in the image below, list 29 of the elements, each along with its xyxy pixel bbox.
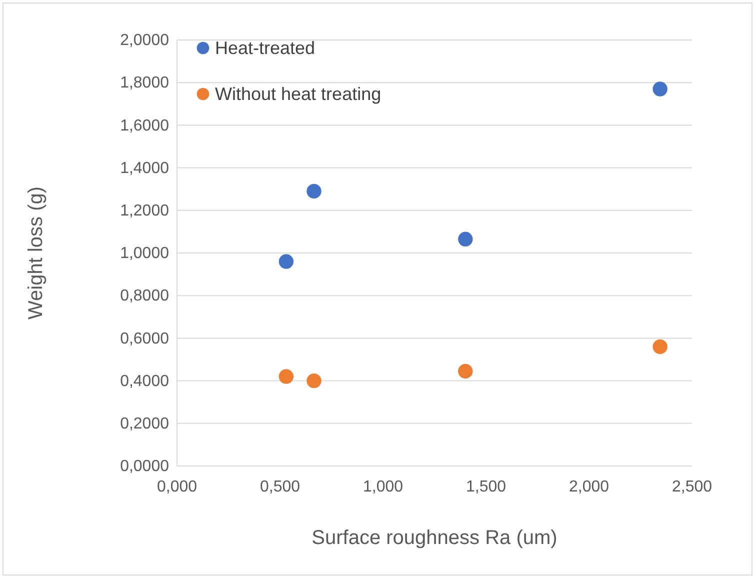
point xyxy=(458,232,473,246)
y-tick-label: 0,4000 xyxy=(120,372,170,390)
y-tick-label: 1,4000 xyxy=(120,160,170,177)
point xyxy=(458,364,473,379)
x-axis-title: Surface roughness Ra (um) xyxy=(312,527,558,549)
x-tick-label: 0,000 xyxy=(156,478,198,496)
point xyxy=(652,82,668,96)
legend-label: Without heat treating xyxy=(215,84,382,104)
x-tick-label: 1,000 xyxy=(362,478,404,496)
y-axis-title: Weight loss (g) xyxy=(25,186,47,320)
y-tick-label: 0,8000 xyxy=(120,288,170,305)
y-tick-label: 1,2000 xyxy=(120,202,170,220)
legend-label: Heat-treated xyxy=(215,38,316,58)
x-tick-label: 1,500 xyxy=(466,478,506,496)
x-tick-label: 2,000 xyxy=(568,478,610,496)
point xyxy=(306,184,322,199)
y-tick-label: 0,6000 xyxy=(120,330,170,348)
point xyxy=(306,373,322,388)
y-tick-label: 1,8000 xyxy=(120,74,170,92)
point xyxy=(278,369,294,384)
point xyxy=(278,254,294,269)
y-tick-label: 0,0000 xyxy=(120,458,170,476)
y-tick-label: 2,0000 xyxy=(120,32,170,50)
y-tick-label: 0,2000 xyxy=(120,416,170,433)
point xyxy=(652,339,668,354)
x-tick-label: 0,500 xyxy=(260,478,300,496)
x-tick-label: 2,500 xyxy=(672,478,712,496)
y-tick-label: 1,0000 xyxy=(120,245,170,262)
y-tick-label: 1,6000 xyxy=(120,117,170,134)
